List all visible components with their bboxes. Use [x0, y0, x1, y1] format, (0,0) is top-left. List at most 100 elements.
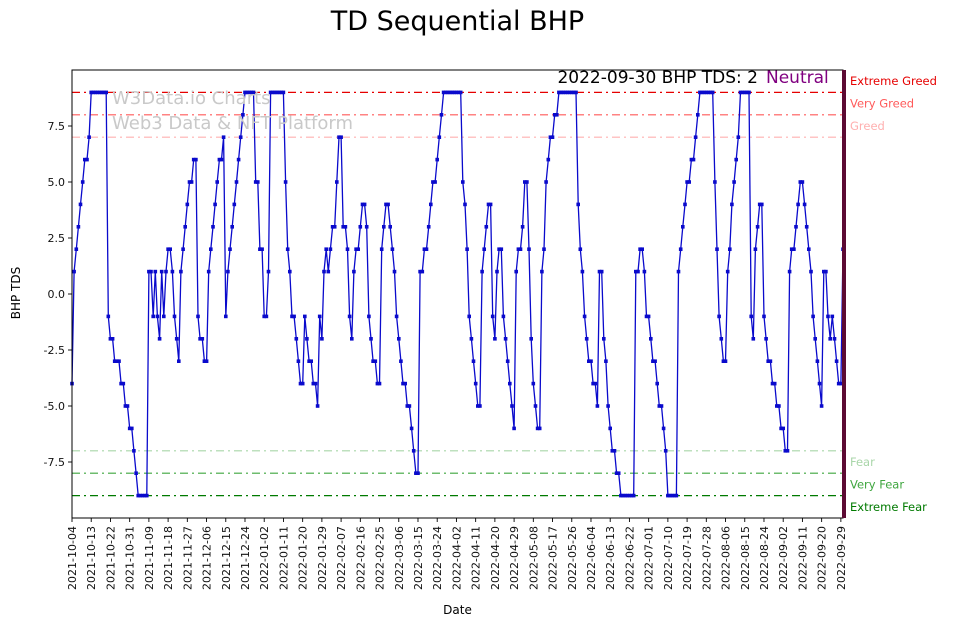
- x-tick-label: 2022-07-01: [643, 526, 656, 590]
- x-tick-label: 2022-08-06: [720, 526, 733, 590]
- tds-series-marker: [582, 314, 587, 319]
- x-tick-label: 2022-01-11: [277, 526, 290, 590]
- x-tick-label: 2022-03-24: [431, 526, 444, 590]
- y-tick-label: -7.5: [44, 456, 65, 469]
- tds-series-marker: [469, 337, 474, 341]
- tds-series-marker: [775, 404, 779, 408]
- tds-series-marker: [719, 337, 724, 341]
- tds-series-marker: [540, 269, 544, 274]
- ref-line-label-very-greed: Very Greed: [850, 97, 914, 111]
- x-tick-label: 2022-04-11: [470, 526, 483, 590]
- tds-series-marker: [531, 381, 536, 386]
- tds-series-marker: [715, 247, 719, 251]
- tds-series-marker: [215, 180, 219, 184]
- tds-series-marker: [409, 426, 414, 431]
- x-tick-label: 2021-10-31: [124, 526, 137, 590]
- tds-series-marker: [85, 157, 89, 162]
- tds-series-marker: [311, 381, 316, 386]
- tds-series-marker: [226, 269, 230, 274]
- x-tick-label: 2022-07-19: [681, 526, 694, 590]
- tds-series-marker: [134, 471, 138, 475]
- x-tick-label: 2022-08-15: [739, 526, 752, 590]
- tds-series-marker: [836, 381, 841, 386]
- tds-series-marker: [676, 269, 681, 274]
- tds-series-marker: [764, 337, 768, 341]
- tds-series-marker: [166, 247, 170, 251]
- tds-series-marker: [416, 471, 420, 475]
- tds-series-marker: [755, 225, 760, 229]
- tds-series-marker: [377, 381, 382, 386]
- tds-series-marker: [217, 157, 222, 162]
- x-tick-label: 2022-07-10: [662, 526, 675, 590]
- tds-series-marker: [770, 381, 775, 386]
- tds-series-marker: [572, 90, 576, 95]
- tds-series-marker: [710, 90, 715, 95]
- tds-series-marker: [243, 90, 247, 95]
- tds-series-marker: [422, 247, 427, 251]
- tds-series-marker: [298, 381, 303, 386]
- tds-series-marker: [76, 225, 81, 229]
- y-tick-label: -5.0: [44, 400, 65, 413]
- y-tick-label: 0.0: [48, 288, 66, 301]
- x-tick-label: 2022-05-26: [566, 526, 579, 590]
- tds-series-marker: [125, 404, 130, 408]
- tds-series-marker: [730, 202, 734, 207]
- tds-series-marker: [132, 449, 136, 453]
- tds-series-marker: [691, 157, 696, 162]
- tds-series-marker: [706, 90, 711, 95]
- tds-series-marker: [602, 337, 606, 341]
- tds-series-marker: [339, 135, 343, 139]
- tds-series-marker: [608, 426, 612, 431]
- tds-series-marker: [683, 202, 687, 207]
- tds-series-marker: [465, 247, 469, 251]
- tds-series-marker: [574, 90, 578, 95]
- tds-series-marker: [450, 90, 454, 95]
- tds-series-marker: [145, 493, 149, 498]
- tds-series-marker: [674, 493, 679, 498]
- tds-series-marker: [655, 381, 659, 386]
- tds-series-marker: [326, 269, 331, 274]
- tds-series-marker: [439, 113, 444, 117]
- chart-title: TD Sequential BHP: [330, 6, 585, 37]
- x-tick-label: 2022-09-02: [777, 526, 790, 590]
- tds-series-marker: [183, 225, 187, 229]
- tds-series-marker: [642, 269, 647, 274]
- tds-series-marker: [275, 90, 279, 95]
- tds-series-marker: [713, 180, 717, 184]
- tds-series-marker: [362, 202, 367, 207]
- tds-series-marker: [819, 404, 824, 408]
- tds-series-marker: [670, 493, 674, 498]
- tds-series-marker: [108, 337, 113, 341]
- tds-series-marker: [324, 247, 328, 251]
- tds-series-marker: [480, 269, 484, 274]
- tds-series-marker: [702, 90, 706, 95]
- tds-series-marker: [499, 247, 504, 251]
- tds-series-marker: [219, 157, 224, 162]
- tds-series-marker: [123, 404, 128, 408]
- tds-series-marker: [384, 202, 388, 207]
- tds-series-marker: [87, 135, 91, 139]
- tds-series-marker: [783, 449, 788, 453]
- tds-series-marker: [194, 157, 198, 162]
- x-tick-label: 2022-01-20: [297, 526, 310, 590]
- tds-series-marker: [638, 247, 642, 251]
- tds-series-marker: [745, 90, 749, 95]
- tds-series-marker: [728, 247, 732, 251]
- tds-series-marker: [772, 381, 777, 386]
- tds-series-marker: [181, 247, 185, 251]
- x-tick-label: 2022-07-28: [700, 526, 713, 590]
- tds-series-marker: [258, 247, 262, 251]
- tds-series-marker: [563, 90, 568, 95]
- x-tick-label: 2021-11-18: [162, 526, 175, 590]
- x-tick-label: 2021-12-24: [239, 526, 252, 590]
- tds-series-marker: [127, 426, 132, 431]
- tds-series-marker: [294, 337, 299, 341]
- tds-series-marker: [561, 90, 565, 95]
- tds-series-marker: [241, 113, 245, 117]
- x-axis-label: Date: [443, 603, 472, 617]
- x-tick-label: 2022-05-08: [527, 526, 540, 590]
- tds-series-marker: [159, 269, 164, 274]
- tds-series-marker: [587, 359, 591, 363]
- x-tick-label: 2022-06-04: [585, 526, 598, 590]
